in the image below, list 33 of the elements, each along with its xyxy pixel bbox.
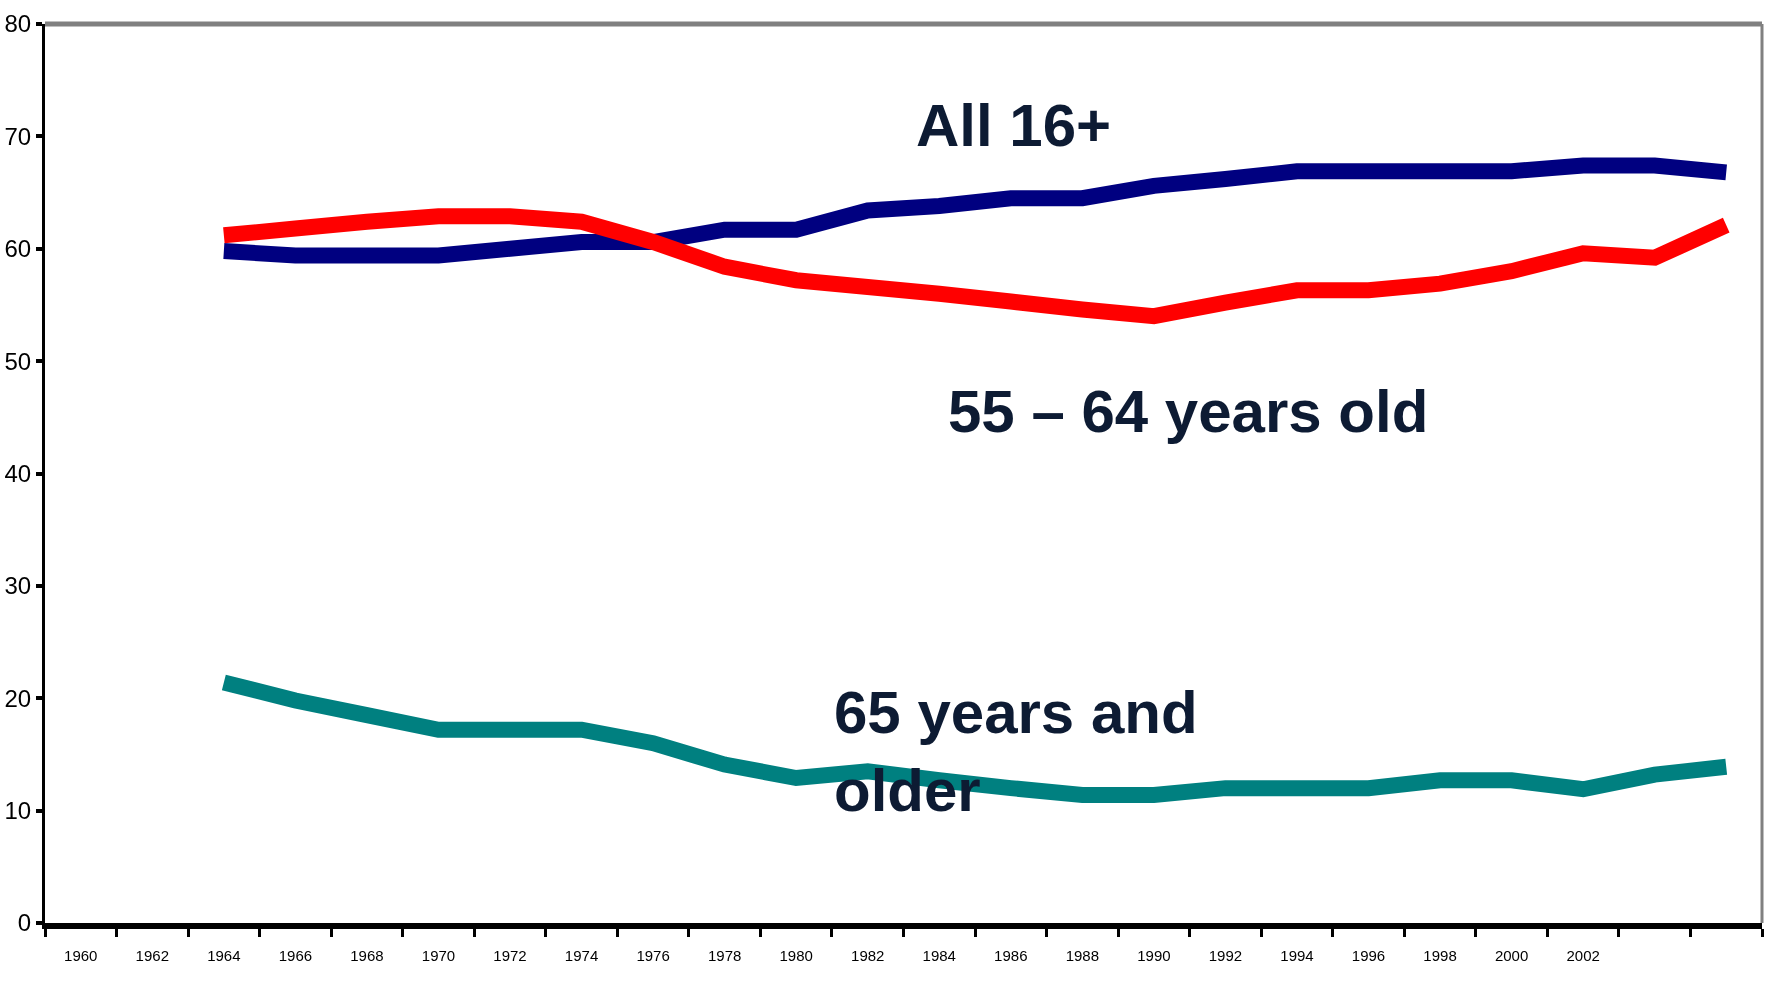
x-tick-label: 1994 [1280,947,1314,964]
x-tick-label: 2000 [1494,947,1529,964]
x-tick-label: 2002 [1566,947,1600,964]
y-tick-label: 60 [4,235,32,263]
y-tick-label: 50 [4,347,32,375]
x-tick-label: 1978 [707,947,742,964]
x-tick-label: 1990 [1137,947,1171,964]
x-tick-label: 1996 [1351,947,1386,964]
x-tick-label: 1988 [1065,947,1100,964]
x-tick-label: 1960 [64,947,98,964]
y-tick-label: 30 [4,572,32,600]
x-tick-label: 1962 [135,947,169,964]
y-tick-label: 80 [4,10,32,38]
x-tick-label: 1984 [922,947,956,964]
series-label: 55 – 64 years old [948,378,1429,445]
x-tick-label: 1980 [779,947,813,964]
y-tick-label: 0 [17,909,32,937]
x-tick-label: 1982 [851,947,885,964]
x-tick-label: 1974 [564,947,599,964]
y-tick-label: 70 [4,122,32,150]
x-tick-label: 1964 [207,947,241,964]
x-tick-label: 1998 [1423,947,1457,964]
x-tick-label: 1966 [278,947,313,964]
x-tick-label: 1972 [493,947,527,964]
y-tick-label: 20 [4,684,32,712]
x-tick-label: 1986 [994,947,1028,964]
x-tick-label: 1976 [636,947,670,964]
series-label: All 16+ [916,92,1112,159]
x-tick-label: 1968 [350,947,384,964]
y-tick-label: 10 [4,797,32,825]
y-tick-label: 40 [4,459,32,487]
x-tick-label: 1992 [1208,947,1243,964]
x-tick-label: 1970 [421,947,456,964]
